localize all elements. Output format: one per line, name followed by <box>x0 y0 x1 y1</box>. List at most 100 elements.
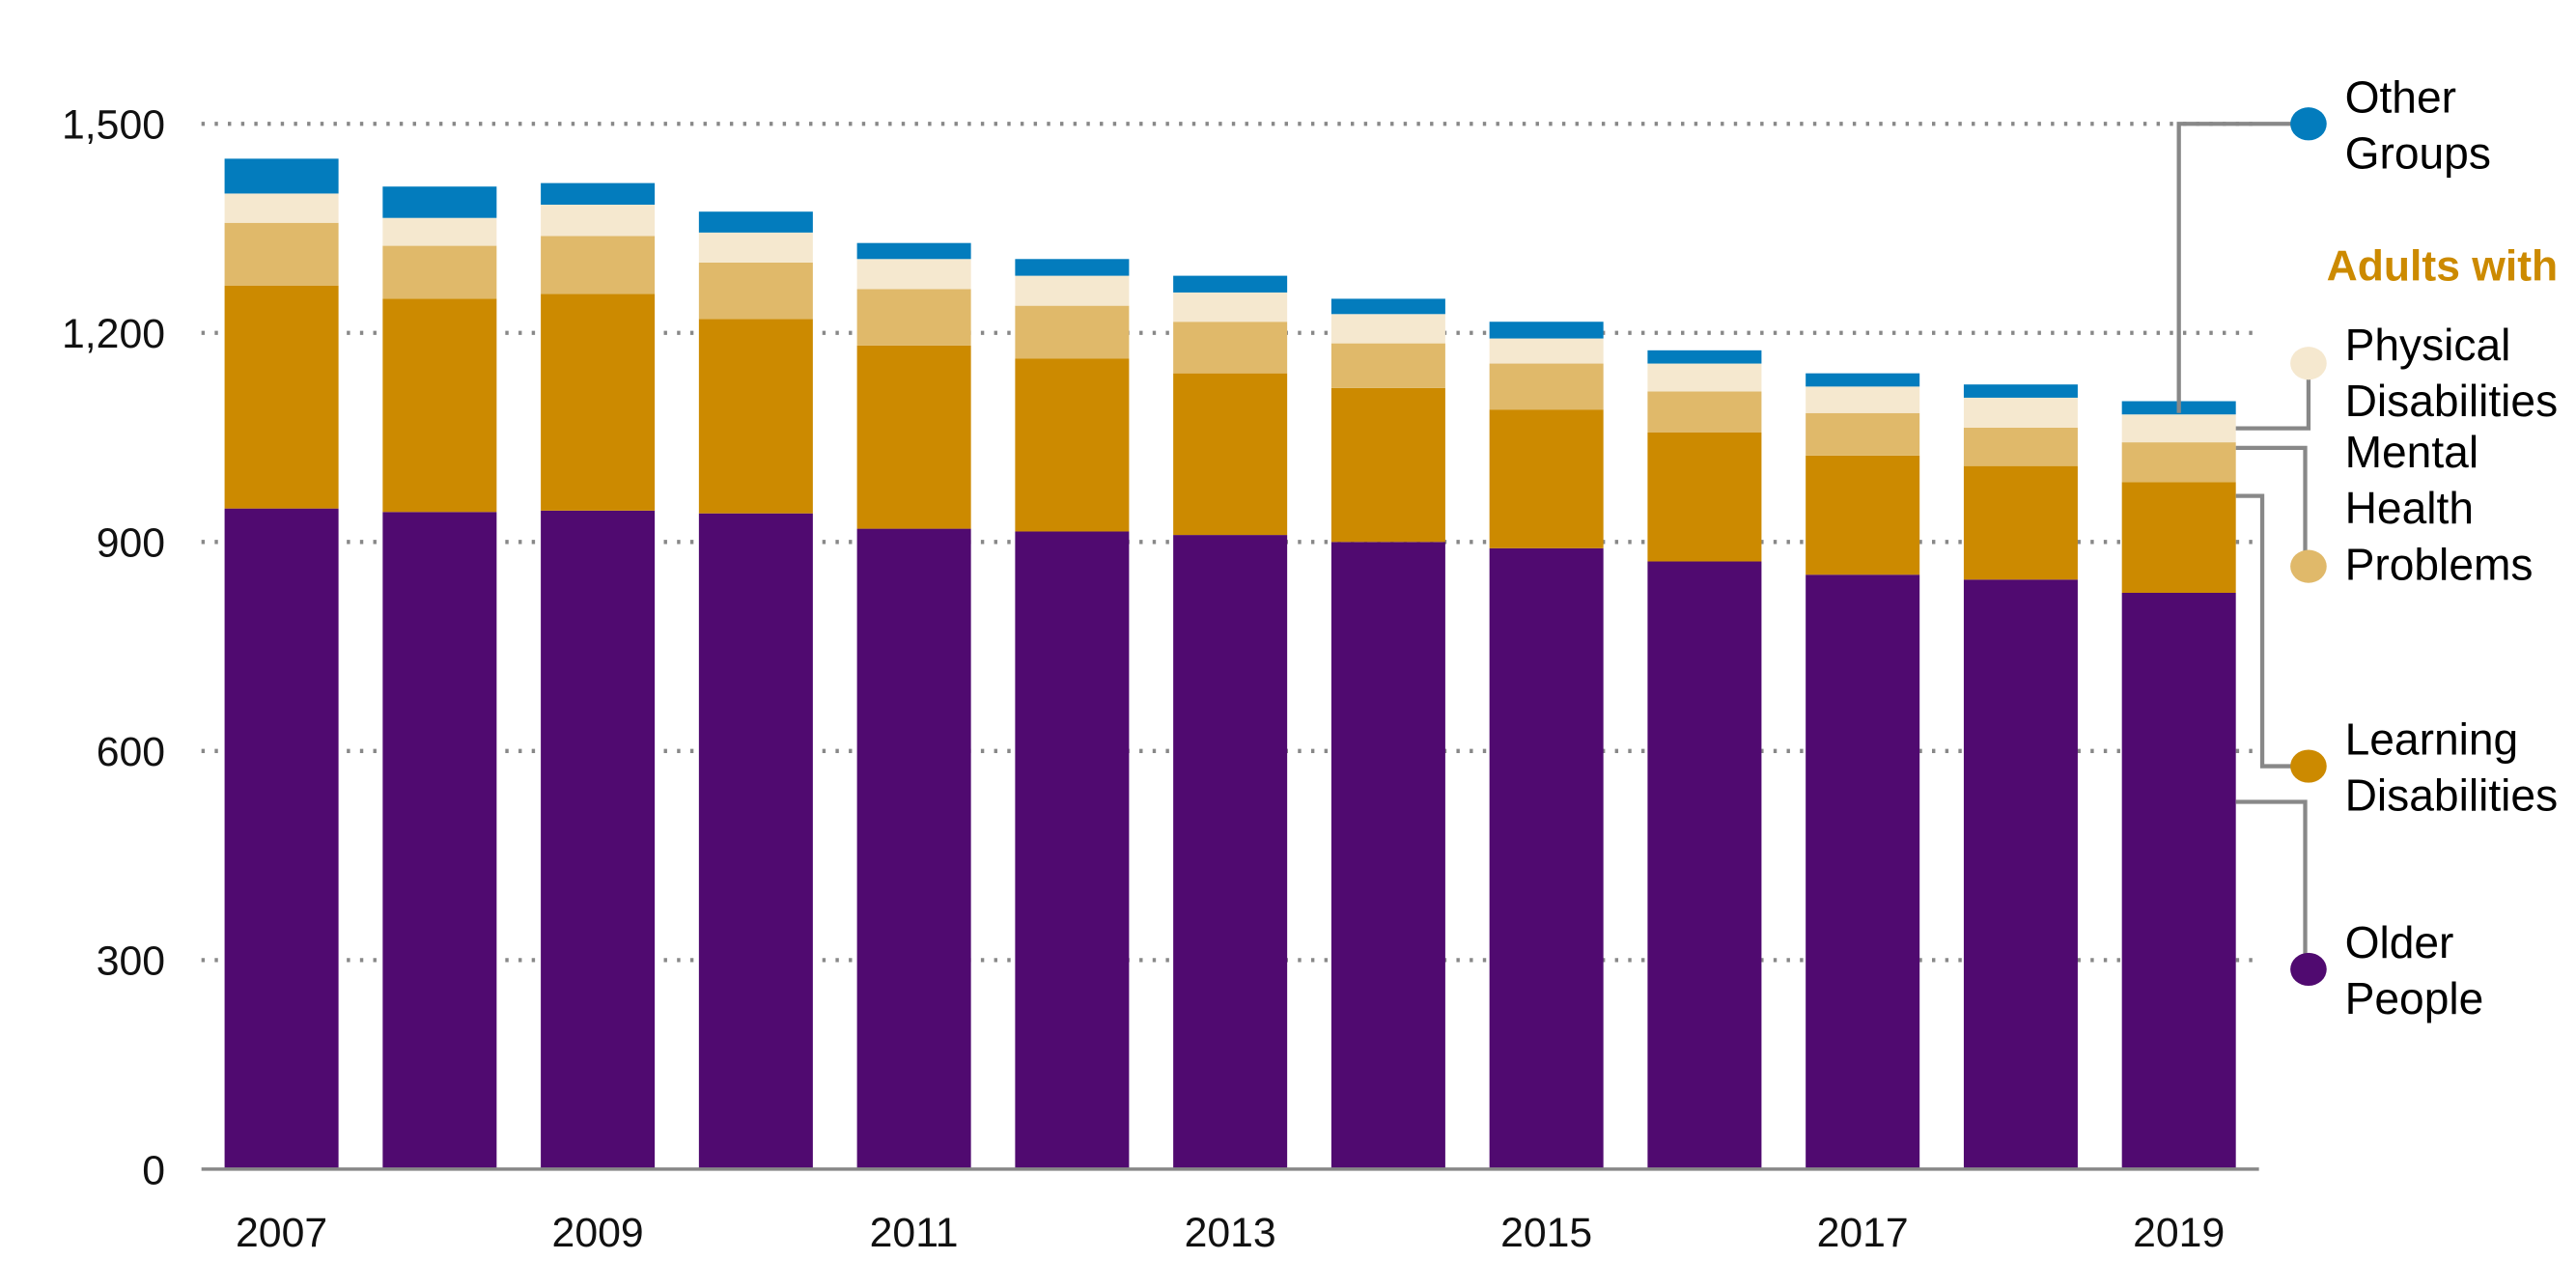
bar-segment-older-people <box>1963 579 2078 1169</box>
legend-label-older-people: Older <box>2345 917 2454 967</box>
bar-segment-other-groups <box>1015 259 1130 276</box>
bar-segment-learning-disabilities <box>1015 358 1130 532</box>
bar-segment-older-people <box>1330 542 1445 1169</box>
x-tick-label: 2011 <box>870 1210 959 1256</box>
legend-label-learning-disabilities: Disabilities <box>2345 770 2559 821</box>
bar-segment-learning-disabilities <box>224 285 339 509</box>
x-axis-ticks: 2007 2009 2011 2013 2015 2017 2019 <box>236 1210 2225 1256</box>
bar-segment-other-groups <box>1647 350 1762 364</box>
legend-label-mental-health-problems: Problems <box>2345 539 2534 589</box>
bar-segment-older-people <box>541 510 656 1169</box>
bar-segment-other-groups <box>698 211 813 233</box>
bar-segment-older-people <box>1647 561 1762 1169</box>
legend-label-learning-disabilities: Learning <box>2345 714 2519 765</box>
bar-segment-learning-disabilities <box>382 298 497 513</box>
x-tick-label: 2009 <box>552 1210 644 1256</box>
bar-segment-older-people <box>1806 574 1920 1169</box>
legend-label-older-people: People <box>2345 973 2484 1023</box>
legend-label-other-groups: Groups <box>2345 127 2491 178</box>
bar-segment-mental-health-problems <box>1963 427 2078 466</box>
legend-marker-physical-disabilities <box>2290 347 2327 380</box>
x-tick-label: 2019 <box>2133 1210 2225 1256</box>
bar-segment-other-groups <box>856 242 971 260</box>
bar-segment-learning-disabilities <box>1330 387 1445 543</box>
bar-segment-mental-health-problems <box>1647 391 1762 433</box>
legend-marker-other-groups <box>2290 107 2327 141</box>
bar-segment-learning-disabilities <box>2121 482 2236 593</box>
bar-segment-mental-health-problems <box>1173 322 1288 374</box>
bar-segment-physical-disabilities <box>224 193 339 223</box>
bar-segment-older-people <box>1489 547 1604 1169</box>
legend-label-other-groups: Other <box>2345 71 2456 122</box>
bar-segment-physical-disabilities <box>382 217 497 246</box>
legend-marker-mental-health-problems <box>2290 549 2327 583</box>
bar-segment-physical-disabilities <box>2121 414 2236 443</box>
bar-segment-physical-disabilities <box>1806 386 1920 413</box>
bar-segment-mental-health-problems <box>1806 412 1920 456</box>
bar-segment-mental-health-problems <box>2121 442 2236 483</box>
bar-segment-learning-disabilities <box>1806 455 1920 575</box>
bar-segment-other-groups <box>1489 322 1604 339</box>
connector-line <box>2176 122 2309 413</box>
bar-segment-mental-health-problems <box>698 262 813 320</box>
bar-segment-other-groups <box>1963 384 2078 398</box>
bar-segment-other-groups <box>224 158 339 194</box>
bar-segment-other-groups <box>1806 373 1920 387</box>
bar-segment-physical-disabilities <box>698 232 813 263</box>
bar-segment-other-groups <box>382 186 497 218</box>
bar-segment-physical-disabilities <box>1963 397 2078 428</box>
bar-segment-learning-disabilities <box>1963 465 2078 580</box>
x-tick-label: 2007 <box>236 1210 327 1256</box>
legend-label-mental-health-problems: Mental <box>2345 427 2479 477</box>
bar-segment-older-people <box>856 528 971 1169</box>
bar-segment-older-people <box>1015 531 1130 1169</box>
connector-line <box>2235 493 2309 769</box>
legend-label-physical-disabilities: Disabilities <box>2345 376 2559 426</box>
y-tick-label: 0 <box>142 1147 165 1193</box>
bar-segment-mental-health-problems <box>224 222 339 286</box>
y-axis-ticks: 0 300 600 900 1,200 1,500 <box>62 102 165 1194</box>
bar-segment-other-groups <box>1330 298 1445 315</box>
bar-segment-mental-health-problems <box>541 236 656 294</box>
bar-segment-learning-disabilities <box>541 294 656 511</box>
bar-segment-physical-disabilities <box>1015 275 1130 306</box>
bar-segment-physical-disabilities <box>1330 314 1445 344</box>
connector-line <box>2235 363 2311 431</box>
bar-segment-physical-disabilities <box>1489 338 1604 364</box>
bar-segment-mental-health-problems <box>382 245 497 299</box>
connector-line <box>2235 799 2308 969</box>
bar-segment-learning-disabilities <box>698 319 813 514</box>
bar-segment-learning-disabilities <box>1647 432 1762 562</box>
bar-segment-older-people <box>382 512 497 1169</box>
bar-segment-physical-disabilities <box>1173 292 1288 322</box>
y-tick-label: 1,200 <box>62 311 165 357</box>
legend-marker-learning-disabilities <box>2290 749 2327 783</box>
bars <box>224 158 2236 1169</box>
bar-segment-older-people <box>1173 535 1288 1169</box>
bar-segment-older-people <box>224 508 339 1169</box>
legend-connectors <box>2176 122 2311 969</box>
legend-heading: Adults with <box>2327 243 2559 291</box>
bar-segment-physical-disabilities <box>1647 363 1762 392</box>
bar-segment-older-people <box>698 513 813 1169</box>
y-tick-label: 300 <box>97 938 165 985</box>
bar-segment-older-people <box>2121 592 2236 1169</box>
legend-label-mental-health-problems: Health <box>2345 483 2474 533</box>
legend-marker-older-people <box>2290 952 2327 987</box>
bar-segment-physical-disabilities <box>541 204 656 237</box>
bar-segment-mental-health-problems <box>1015 305 1130 359</box>
connector-line <box>2235 445 2308 567</box>
bar-segment-learning-disabilities <box>1173 373 1288 536</box>
bar-segment-mental-health-problems <box>1489 363 1604 410</box>
bar-segment-physical-disabilities <box>856 259 971 290</box>
bar-segment-other-groups <box>1173 275 1288 293</box>
x-tick-label: 2015 <box>1500 1210 1592 1256</box>
bar-segment-mental-health-problems <box>1330 343 1445 388</box>
y-tick-label: 1,500 <box>62 102 165 149</box>
legend-label-physical-disabilities: Physical <box>2345 320 2511 370</box>
y-tick-label: 900 <box>97 520 165 567</box>
bar-segment-learning-disabilities <box>856 345 971 529</box>
bar-segment-mental-health-problems <box>856 289 971 346</box>
